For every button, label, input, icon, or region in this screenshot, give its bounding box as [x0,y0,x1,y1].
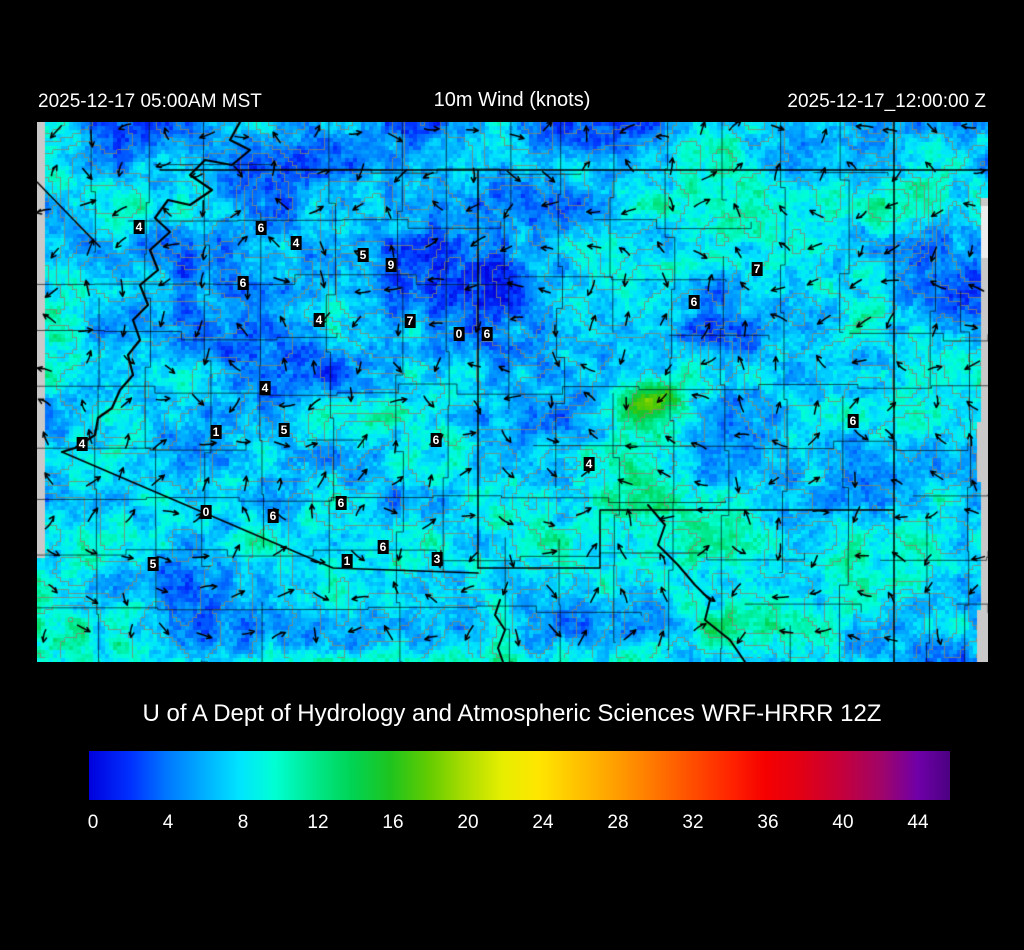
colorbar-tick-label: 28 [607,812,629,833]
station-wind-value: 6 [688,295,700,309]
colorbar-tick-label: 40 [832,812,854,833]
colorbar-tick-label: 20 [457,812,479,833]
colorbar-tick-label: 24 [532,812,554,833]
station-wind-value: 0 [200,505,212,519]
wind-field-canvas [37,122,988,662]
station-wind-value: 4 [76,437,88,451]
station-wind-value: 1 [341,554,353,568]
station-wind-value: 6 [430,433,442,447]
colorbar [89,751,950,800]
station-wind-value: 9 [385,258,397,272]
station-wind-value: 6 [847,414,859,428]
valid-time-utc: 2025-12-17_12:00:00 Z [787,91,986,112]
station-values-layer: 4 6 4 5 9 6 7 6 4 7 0 6 4 1 5 4 6 6 4 0 6 6 6 1 3 5 [37,122,988,662]
colorbar-tick-label: 8 [237,812,249,833]
colorbar-tick-label: 44 [907,812,929,833]
station-wind-value: 0 [453,327,465,341]
station-wind-value: 3 [431,552,443,566]
station-wind-value: 5 [278,423,290,437]
plot-title: 10m Wind (knots) [433,89,591,111]
station-wind-value: 6 [335,496,347,510]
colorbar-tick-label: 16 [382,812,404,833]
station-wind-value: 6 [255,221,267,235]
caption: U of A Dept of Hydrology and Atmospheric… [142,700,882,727]
station-wind-value: 7 [751,262,763,276]
station-wind-value: 4 [133,220,145,234]
colorbar-tick-label: 12 [307,812,329,833]
station-wind-value: 6 [267,509,279,523]
wind-map: 4 6 4 5 9 6 7 6 4 7 0 6 4 1 5 4 6 6 4 0 6 6 6 1 3 5 [37,122,988,662]
station-wind-value: 7 [404,314,416,328]
station-wind-value: 4 [290,236,302,250]
station-wind-value: 6 [237,276,249,290]
station-wind-value: 1 [210,425,222,439]
colorbar-tick-label: 4 [162,812,174,833]
colorbar-tick-label: 0 [87,812,99,833]
station-wind-value: 5 [147,557,159,571]
valid-time-local: 2025-12-17 05:00AM MST [38,91,262,112]
station-wind-value: 6 [377,540,389,554]
colorbar-ticks: 0 4 8 12 16 20 24 28 32 36 40 44 [0,812,1024,838]
colorbar-tick-label: 32 [682,812,704,833]
station-wind-value: 4 [583,457,595,471]
station-wind-value: 4 [259,381,271,395]
station-wind-value: 6 [481,327,493,341]
station-wind-value: 5 [357,248,369,262]
station-wind-value: 4 [313,313,325,327]
colorbar-tick-label: 36 [757,812,779,833]
